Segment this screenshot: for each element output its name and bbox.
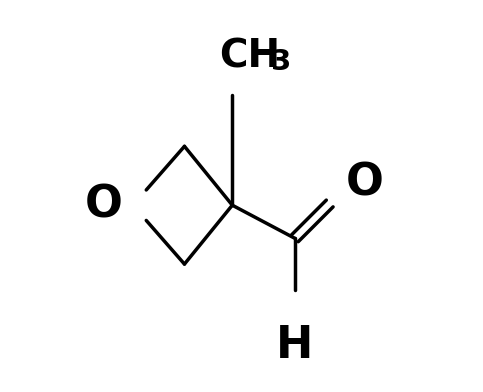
Text: H: H	[276, 323, 313, 367]
Text: O: O	[85, 184, 122, 227]
Text: CH: CH	[219, 37, 281, 75]
Text: O: O	[346, 162, 384, 205]
Text: 3: 3	[271, 48, 291, 76]
